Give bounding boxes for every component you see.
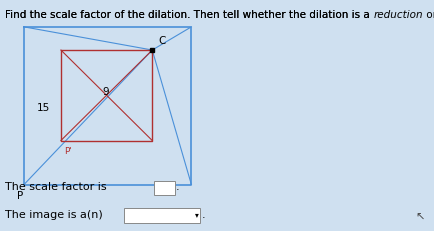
Text: Find the scale factor of the dilation. Then tell whether the dilation is a: Find the scale factor of the dilation. T… bbox=[5, 10, 372, 20]
Text: reduction: reduction bbox=[372, 10, 422, 20]
Text: The image is a(n): The image is a(n) bbox=[5, 209, 103, 219]
Text: 15: 15 bbox=[37, 102, 50, 112]
Text: 9: 9 bbox=[102, 86, 108, 96]
Text: P': P' bbox=[64, 147, 72, 156]
Text: ↖: ↖ bbox=[414, 212, 424, 222]
FancyBboxPatch shape bbox=[154, 181, 175, 195]
Text: The scale factor is: The scale factor is bbox=[5, 181, 107, 191]
Text: Find the scale factor of the dilation. Then tell whether the dilation is a: Find the scale factor of the dilation. T… bbox=[5, 10, 372, 20]
Text: P: P bbox=[17, 191, 23, 201]
Text: or an: or an bbox=[422, 10, 434, 20]
Text: .: . bbox=[176, 181, 179, 191]
Text: .: . bbox=[201, 209, 204, 219]
Text: ▾: ▾ bbox=[194, 209, 198, 218]
Text: C: C bbox=[158, 36, 166, 46]
FancyBboxPatch shape bbox=[124, 208, 200, 223]
